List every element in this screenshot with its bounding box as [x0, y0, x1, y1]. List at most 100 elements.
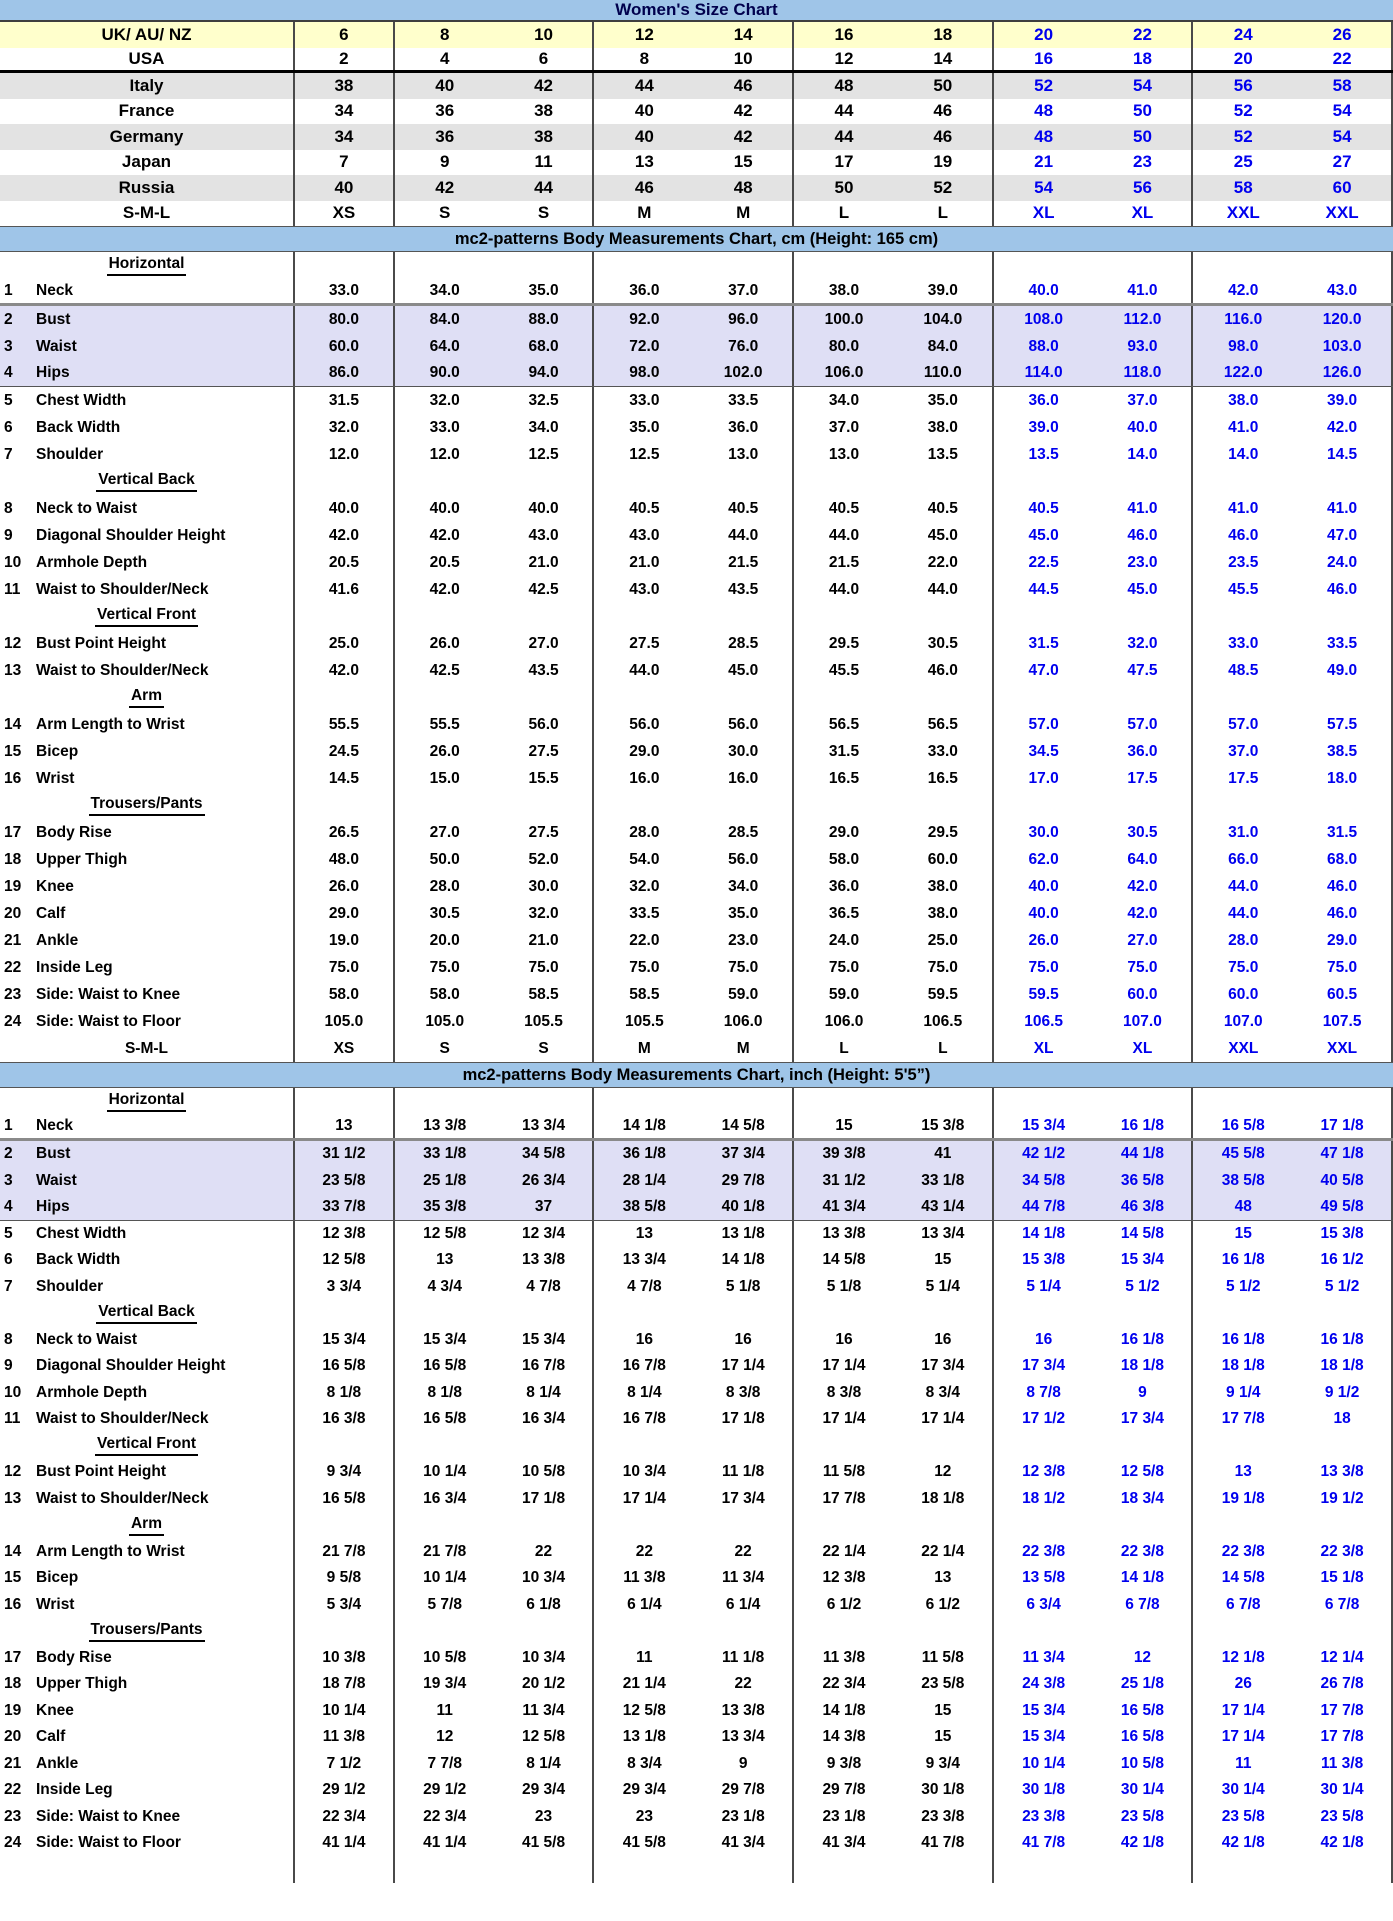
row-number: 11 — [4, 580, 21, 598]
measurement-cell: 22 3/4 — [822, 1675, 866, 1693]
table-row: 23 Side: Waist to Knee 58.0 58.0 58.5 58.5 59.… — [0, 981, 1393, 1008]
measurement-cell: 56.5 — [894, 711, 994, 738]
measurement-cell: 14 3/8 — [822, 1728, 866, 1746]
measurement-cell: 18 7/8 — [295, 1671, 395, 1698]
measurement-cell: 6 1/2 — [826, 1595, 862, 1613]
row-number: 2 — [4, 1145, 13, 1163]
size-cell: 6 — [295, 22, 395, 48]
measurement-cell — [994, 1300, 1094, 1327]
measurement-name: Diagonal Shoulder Height — [36, 526, 226, 544]
measurement-cell: 27.0 — [1094, 927, 1194, 954]
measurement-cell: 36.0 — [694, 414, 795, 441]
row-label: 16 Wrist — [0, 1591, 295, 1618]
measurement-cell: 75.0 — [894, 954, 994, 981]
measurement-cell: 33.5 — [1293, 630, 1393, 657]
measurement-cell: 13 1/8 — [622, 1728, 666, 1746]
measurement-cell: 88.0 — [495, 306, 595, 333]
measurement-cell: 42.0 — [429, 580, 460, 598]
measurement-cell: 105.0 — [295, 1008, 395, 1035]
measurement-cell — [395, 792, 495, 819]
measurement-cell: 22 1/4 — [822, 1542, 866, 1560]
measurement-cell: 15.0 — [429, 769, 460, 787]
table-row: 12 Bust Point Height 9 3/4 10 1/4 10 5/8 10 3… — [0, 1459, 1393, 1486]
row-number: 7 — [4, 445, 13, 463]
measurement-cell — [794, 1618, 894, 1645]
measurement-cell: 40 5/8 — [1293, 1167, 1393, 1194]
size-cell: S — [439, 203, 451, 223]
measurement-cell: 66.0 — [1228, 850, 1259, 868]
measurement-name: Upper Thigh — [36, 850, 128, 868]
measurement-cell: 38 5/8 — [622, 1197, 666, 1215]
table-row: 9 Diagonal Shoulder Height 42.0 42.0 43.0 43.… — [0, 522, 1393, 549]
measurement-cell: 80.0 — [828, 337, 860, 355]
measurement-cell — [894, 1088, 994, 1115]
measurement-cell: 41 1/4 — [423, 1834, 467, 1852]
measurement-name: Waist to Shoulder/Neck — [36, 1410, 209, 1428]
row-number: 24 — [4, 1834, 22, 1852]
measurement-cell — [994, 792, 1094, 819]
measurement-cell: 33.0 — [429, 418, 460, 436]
measurement-cell: 40.0 — [1028, 282, 1059, 299]
measurement-cell: 29 7/8 — [822, 1781, 866, 1799]
size-cell: 8 — [639, 48, 650, 68]
measurement-cell: XXL — [1293, 1035, 1393, 1062]
row-label: Arm — [0, 684, 295, 711]
section-label: Vertical Back — [96, 471, 197, 492]
row-label: 11 Waist to Shoulder/Neck — [0, 1406, 295, 1433]
measurement-cell — [1094, 603, 1194, 630]
row-number: 17 — [4, 823, 22, 841]
measurement-cell: 23 3/8 — [894, 1803, 994, 1830]
measurement-cell: 42 1/8 — [1094, 1830, 1194, 1857]
measurement-cell: 118.0 — [1094, 360, 1194, 386]
section-header-row: Vertical Front — [0, 1432, 1393, 1460]
measurement-cell: 120.0 — [1293, 306, 1393, 333]
measurement-name: Inside Leg — [36, 1781, 113, 1799]
measurement-cell: 40.0 — [1028, 877, 1059, 895]
measurement-cell: 31 1/2 — [295, 1141, 395, 1168]
size-cell: 40 — [634, 101, 654, 121]
measurement-cell: 15 3/8 — [1293, 1220, 1393, 1247]
table-row: 13 Waist to Shoulder/Neck 16 5/8 16 3/4 17 1… — [0, 1485, 1393, 1512]
measurement-cell — [295, 1618, 395, 1645]
row-label: 15 Bicep — [0, 738, 295, 765]
measurement-cell — [295, 1512, 395, 1539]
size-cell: L — [838, 203, 850, 223]
measurement-cell: 23.5 — [1228, 553, 1259, 571]
measurement-name: Armhole Depth — [36, 553, 148, 571]
row-number: 14 — [4, 1542, 22, 1560]
measurement-cell — [1193, 1512, 1293, 1539]
row-label: 8 Neck to Waist — [0, 495, 295, 522]
measurement-cell: XL — [1094, 1035, 1194, 1062]
measurement-cell: 12 5/8 — [622, 1701, 666, 1719]
section-header-row: Vertical Back — [0, 1300, 1393, 1327]
empty-cell — [1094, 1856, 1194, 1883]
measurement-cell: 12 5/8 — [295, 1247, 395, 1274]
measurement-cell: 40.0 — [429, 499, 460, 517]
measurement-cell: 15 3/4 — [1022, 1117, 1066, 1135]
measurement-cell: 16 1/8 — [1094, 1114, 1194, 1138]
measurement-cell: 21 1/4 — [622, 1675, 666, 1693]
measurement-cell: L — [839, 1039, 849, 1057]
row-label: Arm — [0, 1512, 295, 1539]
measurement-cell — [495, 252, 595, 279]
row-label: France — [0, 98, 295, 124]
size-cell: 14 — [694, 22, 795, 48]
measurement-name: Neck — [36, 282, 74, 299]
measurement-cell: 45.0 — [894, 522, 994, 549]
measurement-cell: 33.0 — [894, 738, 994, 765]
size-cell: 48 — [1034, 126, 1054, 146]
row-number: 6 — [4, 418, 13, 436]
measurement-cell: 16.0 — [694, 765, 795, 792]
measurement-cell — [994, 1433, 1094, 1460]
measurement-cell: 15.5 — [495, 765, 595, 792]
measurement-cell — [1293, 684, 1393, 711]
measurement-cell: 14.5 — [1293, 441, 1393, 468]
size-cell: 46 — [694, 73, 795, 99]
measurement-cell: 24.0 — [828, 931, 860, 949]
measurement-cell: 10 5/8 — [1094, 1750, 1194, 1777]
cm-measurements-table: Horizontal 1 Neck 33.0 34.0 35.0 36.0 37.0 38.0 3… — [0, 252, 1393, 1062]
measurement-cell — [495, 1512, 595, 1539]
measurement-cell: 10 5/8 — [495, 1459, 595, 1486]
measurement-cell: 6 7/8 — [1094, 1591, 1194, 1618]
measurement-cell: 6 7/8 — [1293, 1591, 1393, 1618]
